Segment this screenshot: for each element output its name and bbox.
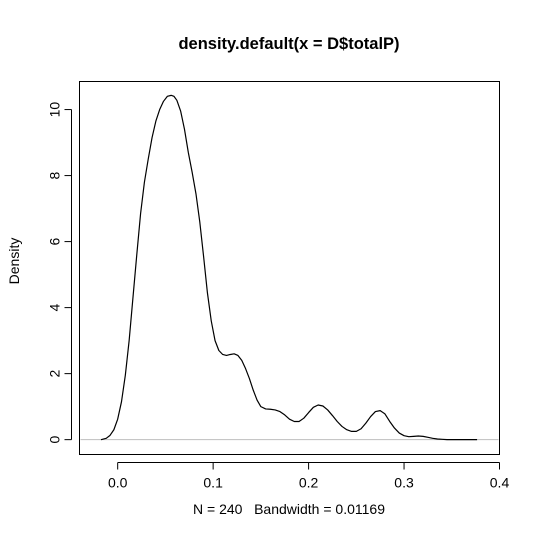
y-tick-label: 8 [47, 171, 63, 179]
y-axis-label: Density [6, 238, 22, 285]
x-tick-label: 0.0 [108, 475, 128, 491]
x-tick-label: 0.3 [394, 475, 414, 491]
x-tick-label: 0.1 [203, 475, 223, 491]
y-tick-label: 6 [47, 237, 63, 245]
y-tick-label: 10 [47, 102, 63, 118]
x-tick-label: 0.2 [299, 475, 319, 491]
chart-title: density.default(x = D$totalP) [178, 35, 399, 53]
x-tick-label: 0.4 [490, 475, 510, 491]
y-tick-label: 0 [47, 436, 63, 444]
density-curve [101, 95, 477, 439]
y-axis: 0 2 4 6 8 10 [47, 102, 72, 444]
x-axis-label: N = 240 Bandwidth = 0.01169 [193, 501, 385, 517]
y-tick-label: 4 [47, 304, 63, 312]
plot-frame [80, 82, 500, 455]
x-axis: 0.0 0.1 0.2 0.3 0.4 [108, 463, 509, 491]
y-tick-label: 2 [47, 370, 63, 378]
